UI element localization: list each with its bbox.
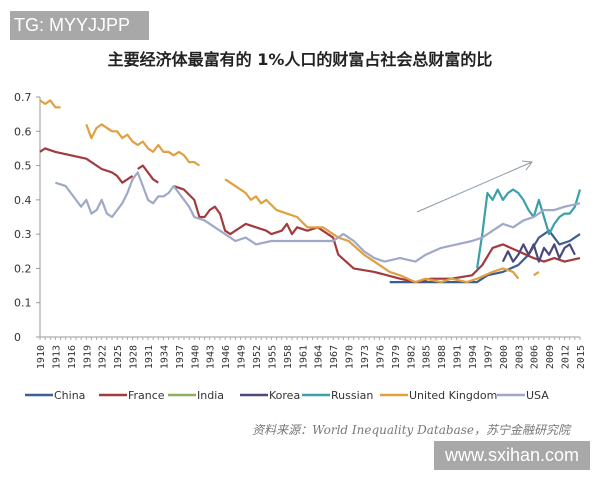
x-tick-label: 1928	[129, 345, 140, 369]
x-tick-label: 1931	[144, 345, 155, 369]
x-tick-label: 1925	[113, 345, 124, 369]
y-tick-label: 0.2	[14, 262, 32, 275]
arrow-head-icon	[521, 160, 533, 171]
x-tick-label: 1985	[422, 345, 433, 369]
x-tick-label: 2015	[576, 345, 587, 369]
y-tick-label: 0.6	[14, 125, 32, 138]
series-line-united-kingdom	[533, 270, 540, 277]
x-tick-label: 2009	[545, 345, 556, 369]
y-tick-label: 0.4	[14, 194, 32, 207]
x-tick-label: 1964	[314, 345, 325, 369]
series-line-russian	[476, 188, 582, 269]
x-tick-label: 2003	[514, 345, 525, 369]
x-tick-label: 1970	[345, 345, 356, 369]
x-tick-label: 1949	[237, 345, 248, 369]
series-line-france	[137, 164, 159, 184]
series-line-usa	[55, 171, 581, 263]
x-tick-label: 1943	[206, 345, 217, 369]
x-tick-label: 1952	[252, 345, 263, 369]
x-tick-label: 1919	[82, 345, 93, 369]
x-tick-label: 1976	[375, 345, 386, 369]
legend-label: United Kingdom	[409, 389, 497, 402]
x-tick-label: 1916	[67, 345, 78, 369]
legend-label: Korea	[269, 389, 300, 402]
x-tick-label: 1997	[483, 345, 494, 369]
x-tick-label: 1988	[437, 345, 448, 369]
x-tick-label: 1922	[98, 345, 109, 369]
y-tick-label: 0.7	[14, 91, 32, 104]
x-tick-label: 1958	[283, 345, 294, 369]
y-tick-label: 0	[14, 331, 21, 344]
watermark-bottom-right: www.sxihan.com	[434, 441, 590, 470]
x-tick-label: 1940	[190, 345, 201, 369]
x-tick-label: 1994	[468, 345, 479, 369]
x-tick-label: 1937	[175, 345, 186, 369]
x-tick-label: 1934	[159, 345, 170, 369]
y-tick-label: 0.5	[14, 160, 32, 173]
series-line-united-kingdom	[85, 123, 201, 167]
x-tick-label: 1955	[267, 345, 278, 369]
legend-label: USA	[526, 389, 549, 402]
x-tick-label: 1982	[406, 345, 417, 369]
x-tick-label: 1913	[51, 345, 62, 369]
series-line-united-kingdom	[39, 99, 61, 109]
x-tick-label: 1910	[36, 345, 47, 369]
x-tick-label: 1979	[391, 345, 402, 369]
x-tick-label: 1967	[329, 345, 340, 369]
series-line-korea	[501, 243, 576, 263]
source-note: 资料来源：World Inequality Database，苏宁金融研究院	[252, 423, 570, 437]
x-tick-label: 1961	[298, 345, 309, 369]
trend-arrow-icon	[416, 161, 533, 213]
x-tick-label: 1991	[453, 345, 464, 369]
x-tick-label: 1973	[360, 345, 371, 369]
legend-label: China	[54, 389, 85, 402]
series-line-united-kingdom	[224, 178, 520, 284]
y-tick-label: 0.1	[14, 297, 32, 310]
x-tick-label: 2012	[561, 345, 572, 369]
legend-label: France	[128, 389, 165, 402]
series-line-france	[39, 147, 134, 184]
series-line-france	[173, 185, 581, 284]
x-tick-label: 2000	[499, 345, 510, 369]
legend-label: Russian	[331, 389, 373, 402]
x-tick-label: 1946	[221, 345, 232, 369]
chart-title: 主要经济体最富有的 1%人口的财富占社会总财富的比	[107, 50, 493, 69]
x-tick-label: 2006	[530, 345, 541, 369]
series-line-china	[389, 229, 581, 284]
y-tick-label: 0.3	[14, 228, 32, 241]
watermark-top-left: TG: MYYJJPP	[10, 11, 149, 40]
legend-label: India	[197, 389, 224, 402]
